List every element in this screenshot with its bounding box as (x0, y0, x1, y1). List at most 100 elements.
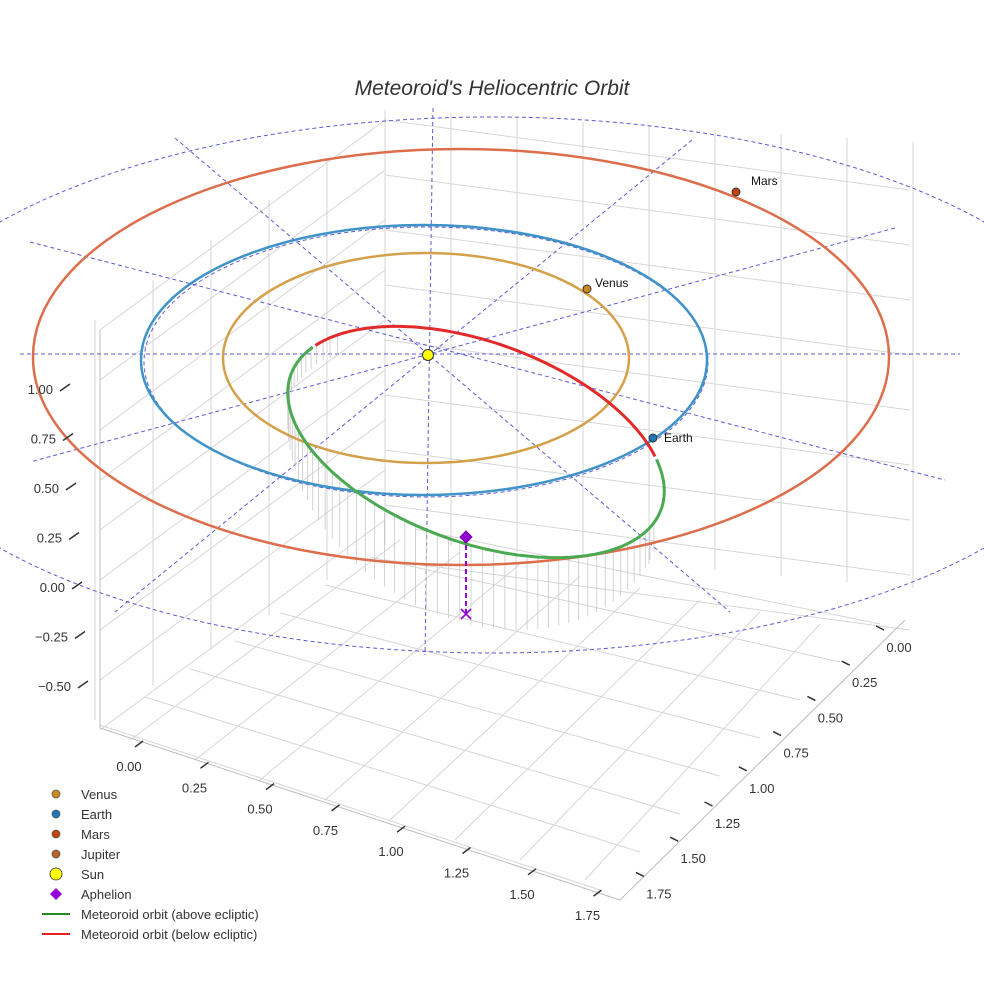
legend-marker (51, 789, 61, 799)
legend-label: Aphelion (81, 887, 132, 902)
y-tick-mark (772, 730, 782, 737)
x-tick-mark (134, 740, 144, 748)
x-tick-label: 0.50 (247, 802, 272, 817)
venus-label: Venus (595, 276, 628, 290)
aphelion-point (459, 530, 473, 544)
reference-line (114, 139, 693, 613)
z-tick-label: −0.25 (35, 630, 68, 645)
legend-marker (51, 809, 61, 819)
z-tick-mark (74, 630, 86, 640)
grid-line (279, 612, 761, 739)
z-tick-label: 0.25 (37, 531, 62, 546)
grid-line (454, 599, 701, 841)
grid-lines (94, 110, 914, 901)
grid-line (99, 469, 386, 681)
x-tick-mark (331, 804, 340, 812)
orbit-earth (139, 223, 709, 497)
grid-line (384, 284, 911, 356)
legend-label: Earth (81, 807, 112, 822)
grid-line (384, 339, 911, 411)
y-tick-label: 1.50 (681, 851, 706, 866)
earth-label: Earth (664, 431, 693, 445)
legend-marker (50, 888, 62, 900)
grid-line (189, 668, 681, 815)
grid-line (384, 229, 911, 301)
planet-points: Venus Earth Mars (422, 174, 778, 620)
grid-line (384, 449, 911, 521)
x-tick-label: 1.00 (378, 844, 403, 859)
grid-line (129, 539, 401, 741)
z-tick-mark (65, 482, 77, 491)
mars-label: Mars (751, 174, 778, 188)
x-tick-mark (396, 825, 406, 833)
grid-line (324, 584, 801, 701)
legend-label: Mars (81, 827, 110, 842)
grid-line (99, 169, 386, 381)
y-tick-mark (841, 660, 851, 666)
reference-line (29, 227, 896, 463)
z-tick-label: −0.50 (38, 679, 71, 694)
ecliptic-reference-grid (0, 107, 984, 656)
grid-line (519, 611, 761, 861)
orbit-venus (221, 251, 631, 465)
x-tick-label: 0.00 (116, 759, 141, 774)
y-tick-label: 1.25 (715, 816, 740, 831)
y-tick-label: 0.25 (852, 675, 877, 690)
axis-edge (619, 619, 906, 901)
axis-edge (99, 727, 621, 901)
legend-label: Sun (81, 867, 104, 882)
grid-line (99, 369, 386, 581)
legend-label: Meteoroid orbit (above ecliptic) (81, 907, 259, 922)
mars-point (731, 187, 741, 197)
legend-marker (49, 867, 63, 881)
x-tick-mark (200, 761, 209, 769)
y-tick-mark (875, 625, 885, 631)
z-tick-mark (59, 383, 71, 392)
z-tick-mark (77, 680, 89, 689)
grid-line (324, 575, 581, 801)
x-tick-label: 1.75 (575, 908, 600, 923)
y-tick-label: 1.00 (749, 781, 774, 796)
legend-marker (51, 849, 61, 859)
y-tick-mark (807, 695, 816, 702)
z-tick-label: 0.50 (34, 481, 59, 496)
x-tick-mark (527, 868, 537, 876)
orbit-mars (31, 147, 891, 567)
legend-marker (51, 829, 61, 839)
x-tick-mark (265, 782, 275, 791)
grid-line (144, 696, 641, 853)
grid-line (384, 559, 911, 631)
earth-point (648, 433, 658, 443)
grid-line (99, 219, 386, 431)
grid-line (384, 119, 911, 191)
z-tick-mark (62, 432, 74, 442)
aphelion-projection-marker (460, 608, 472, 620)
x-tick-mark (462, 846, 471, 855)
y-tick-label: 0.75 (783, 746, 808, 761)
grid-line (99, 519, 386, 731)
planet-orbits (31, 147, 891, 567)
y-tick-label: 0.50 (818, 710, 843, 725)
grid-line (99, 119, 386, 331)
y-tick-label: 0.00 (886, 640, 911, 655)
axis-ticks: 0.00 0.25 0.50 0.75 1.00 1.25 1.50 1.75 0.00 0.25… (28, 382, 912, 923)
chart-title: Meteoroid's Heliocentric Orbit (355, 77, 631, 100)
grid-line (384, 174, 911, 246)
z-tick-label: 0.75 (31, 432, 56, 447)
meteoroid-orbit (286, 324, 666, 560)
meteoroid-orbit-above (286, 345, 666, 560)
grid-line (259, 563, 521, 781)
legend-label: Venus (81, 787, 118, 802)
x-tick-label: 1.25 (444, 866, 469, 881)
grid-line (194, 551, 461, 761)
z-tick-mark (68, 531, 80, 541)
x-tick-label: 0.25 (182, 780, 207, 795)
reference-line (174, 137, 731, 613)
y-tick-label: 1.75 (646, 886, 671, 901)
z-tick-label: 1.00 (28, 382, 53, 397)
z-tick-label: 0.00 (40, 580, 65, 595)
grid-line (234, 640, 721, 777)
y-tick-mark (635, 871, 645, 878)
legend-label: Meteoroid orbit (below ecliptic) (81, 927, 257, 942)
